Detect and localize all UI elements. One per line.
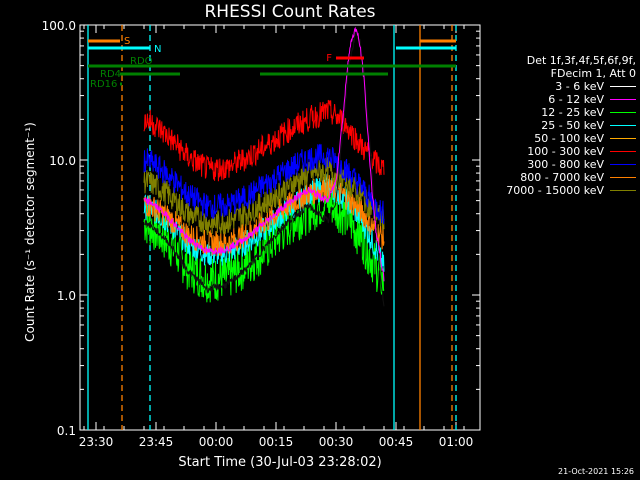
x-tick-label: 23:30: [79, 435, 114, 449]
x-tick-label: 00:00: [199, 435, 234, 449]
flag-label-n: N: [154, 44, 161, 55]
y-tick-label: 10.0: [49, 154, 76, 168]
flag-label-f: F: [326, 53, 332, 64]
series-line-300-800kev: [143, 143, 385, 224]
flag-label-rd16: RD16: [90, 79, 117, 90]
legend-item-label: 12 - 25 keV: [541, 106, 604, 119]
x-axis-label: Start Time (30-Jul-03 23:28:02): [178, 455, 382, 470]
x-tick-label: 00:15: [259, 435, 294, 449]
legend-item-label: 3 - 6 keV: [555, 80, 604, 93]
legend-swatch: [610, 99, 636, 100]
legend-item: 300 - 800 keV: [486, 158, 636, 171]
legend-item-label: 7000 - 15000 keV: [506, 184, 604, 197]
legend-item-label: 25 - 50 keV: [541, 119, 604, 132]
legend-item-label: 300 - 800 keV: [527, 158, 604, 171]
legend-swatch: [610, 112, 636, 113]
flag-label-rd4: RD4: [100, 69, 121, 80]
legend-item: 800 - 7000 keV: [486, 171, 636, 184]
legend-item: 3 - 6 keV: [486, 80, 636, 93]
legend-item: 6 - 12 keV: [486, 93, 636, 106]
plot-frame: [79, 24, 481, 431]
legend-item-label: 100 - 300 keV: [527, 145, 604, 158]
series-line-6-12kev: [143, 26, 385, 282]
chart-title: RHESSI Count Rates: [204, 2, 376, 22]
legend-header-line-1: Det 1f,3f,4f,5f,6f,9f,: [526, 54, 636, 67]
legend-item-label: 800 - 7000 keV: [520, 171, 604, 184]
x-tick-label: 00:45: [379, 435, 414, 449]
legend-header-line-2: FDecim 1, Att 0: [550, 67, 636, 80]
x-tick-label: 01:00: [439, 435, 474, 449]
legend-swatch: [610, 138, 636, 139]
legend-item: 7000 - 15000 keV: [486, 184, 636, 197]
legend-swatch: [610, 86, 636, 87]
legend-item: 12 - 25 keV: [486, 106, 636, 119]
legend-item-label: 50 - 100 keV: [534, 132, 604, 145]
y-tick-label: 1.0: [57, 289, 76, 303]
legend-swatch: [610, 151, 636, 152]
series-line-3-6kev: [143, 27, 385, 307]
footer-timestamp: 21-Oct-2021 15:26: [558, 467, 634, 476]
legend-swatch: [610, 177, 636, 178]
legend-swatch: [610, 125, 636, 126]
flag-label-rdo: RDO: [130, 56, 153, 67]
legend-item: 100 - 300 keV: [486, 145, 636, 158]
series-line-800-7000kev: [143, 174, 385, 257]
legend-item: 50 - 100 keV: [486, 132, 636, 145]
y-axis-label: Count Rate (s⁻¹ detector segment⁻¹): [23, 122, 37, 342]
legend-item: 25 - 50 keV: [486, 119, 636, 132]
legend: Det 1f,3f,4f,5f,6f,9f, FDecim 1, Att 0 3…: [486, 54, 636, 197]
flag-label-s: S: [124, 36, 130, 47]
legend-swatch: [610, 190, 636, 191]
x-tick-label: 23:45: [139, 435, 174, 449]
series-line-100-300kev: [143, 99, 385, 182]
series-line-12-25kev: [143, 183, 385, 303]
legend-swatch: [610, 164, 636, 165]
x-tick-label: 00:30: [319, 435, 354, 449]
y-tick-label: 100.0: [42, 19, 76, 33]
legend-item-label: 6 - 12 keV: [548, 93, 604, 106]
series-line-7000-15000kev: [143, 157, 385, 236]
y-tick-label: 0.1: [57, 424, 76, 438]
